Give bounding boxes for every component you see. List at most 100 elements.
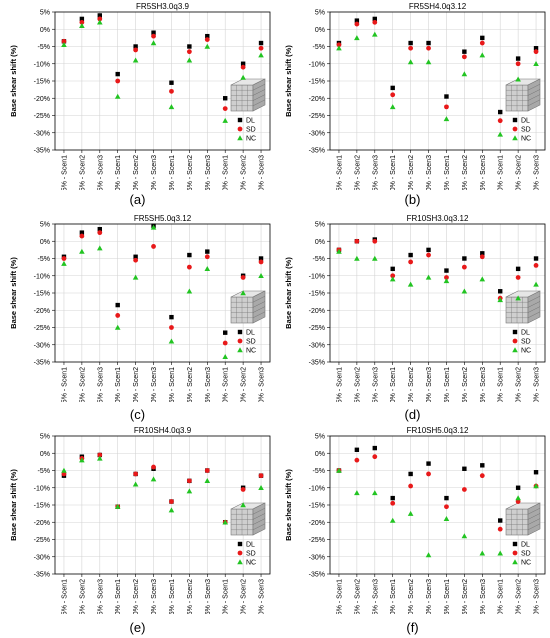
x-tick-label: 5% - Scen1: [61, 155, 68, 190]
y-tick-label: -30%: [309, 342, 325, 349]
legend-label-dl: DL: [521, 118, 530, 125]
data-point-sd: [79, 19, 85, 25]
x-tick-label: 5% - Scen3: [97, 155, 104, 190]
data-point-sd: [533, 49, 539, 55]
legend-marker-dl: [512, 117, 518, 123]
data-point-nc: [336, 248, 342, 254]
chart-svg: 5% 0% -5% -10% -15% -20% -25% -30% -35% 5% - Scen…: [9, 2, 271, 190]
y-tick-label: 0%: [315, 239, 325, 246]
x-tick-label: 20% - Scen2: [241, 155, 248, 190]
data-point-nc: [407, 59, 414, 65]
x-tick-label: 10% - Scen1: [115, 367, 122, 402]
x-tick-label: 20% - Scen3: [534, 367, 541, 402]
data-point-sd: [169, 499, 174, 504]
chart-panel-e: 5% 0% -5% -10% -15% -20% -25% -30% -35% 5% - Scen…: [0, 424, 275, 636]
data-point-sd: [461, 487, 467, 492]
legend-marker-sd: [237, 126, 243, 132]
data-point-nc: [168, 507, 175, 513]
legend-marker-nc: [237, 135, 243, 141]
y-tick-label: -30%: [309, 554, 325, 561]
data-point-nc: [443, 116, 450, 122]
data-point-sd: [461, 54, 467, 60]
building-icon: [505, 502, 541, 536]
legend-label-nc: NC: [246, 136, 256, 143]
x-tick-label: 20% - Scen3: [259, 155, 266, 190]
data-point-nc: [354, 35, 360, 41]
legend-marker-dl: [512, 541, 518, 547]
legend-marker-dl: [237, 541, 243, 547]
x-tick-label: 15% - Scen1: [444, 367, 451, 402]
x-tick-label: 5% - Scen1: [336, 579, 343, 614]
data-point-nc: [407, 510, 414, 516]
data-point-nc: [461, 288, 468, 294]
data-point-sd: [408, 259, 414, 265]
axes-frame: [54, 223, 271, 363]
y-tick-label: 0%: [40, 451, 50, 458]
y-tick-label: -15%: [309, 79, 325, 86]
data-point-sd: [204, 37, 210, 42]
y-tick-label: -10%: [309, 273, 325, 280]
y-tick-label: -10%: [34, 273, 50, 280]
x-tick-label: 20% - Scen2: [241, 367, 248, 402]
data-point-nc: [132, 481, 139, 487]
y-tick-label: 5%: [40, 434, 50, 441]
data-point-sd: [151, 464, 156, 470]
data-point-dl: [444, 94, 449, 99]
data-point-sd: [97, 16, 103, 22]
y-tick-label: -20%: [34, 520, 50, 527]
legend-label-sd: SD: [246, 127, 256, 134]
legend-label-sd: SD: [246, 551, 256, 558]
x-tick-label: 15% - Scen2: [462, 155, 469, 190]
data-point-nc: [240, 502, 246, 508]
legend-label-nc: NC: [521, 560, 531, 567]
data-point-sd: [372, 454, 378, 460]
data-point-nc: [240, 74, 246, 80]
data-point-nc: [389, 517, 396, 523]
legend-label-sd: SD: [521, 551, 531, 558]
data-point-nc: [389, 276, 396, 282]
y-tick-label: -35%: [309, 360, 325, 367]
axes-frame: [54, 435, 271, 575]
legend-marker-nc: [512, 347, 518, 353]
data-point-sd: [372, 19, 378, 25]
data-point-nc: [497, 550, 504, 556]
panel-label-c: (c): [129, 407, 146, 422]
data-point-nc: [96, 19, 103, 25]
x-tick-label: 20% - Scen2: [516, 155, 523, 190]
data-point-nc: [533, 60, 539, 66]
x-tick-label: 10% - Scen1: [390, 579, 397, 614]
legend-label-sd: SD: [521, 127, 531, 134]
data-point-dl: [462, 466, 467, 471]
building-icon: [230, 78, 266, 112]
data-point-sd: [258, 259, 264, 265]
chart-svg: 5% 0% -5% -10% -15% -20% -25% -30% -35% 5% - Scen…: [284, 426, 546, 614]
data-point-nc: [96, 455, 103, 461]
data-point-sd: [479, 473, 485, 479]
data-point-sd: [133, 47, 139, 53]
legend-marker-sd: [237, 550, 243, 556]
panel-label-f: (f): [406, 620, 419, 635]
y-tick-label: -30%: [34, 554, 50, 561]
chart-panel-c: 5% 0% -5% -10% -15% -20% -25% -30% -35% 5% - Scen…: [0, 212, 275, 424]
data-point-dl: [79, 16, 85, 22]
chart-title: FR10SH5.0q3.12: [407, 426, 469, 435]
data-point-sd: [390, 273, 396, 279]
data-point-nc: [497, 131, 504, 137]
data-point-nc: [61, 260, 67, 266]
x-tick-label: 15% - Scen3: [480, 155, 487, 190]
y-tick-label: -10%: [34, 61, 50, 68]
x-tick-label: 5% - Scen2: [79, 579, 86, 614]
y-tick-label: -5%: [38, 256, 50, 263]
data-point-sd: [61, 38, 67, 44]
legend-label-dl: DL: [246, 542, 255, 549]
chart-svg: 5% 0% -5% -10% -15% -20% -25% -30% -35% 5% - Scen…: [9, 214, 271, 402]
x-tick-label: 15% - Scen2: [187, 155, 194, 190]
data-point-sd: [79, 233, 85, 239]
y-tick-label: -30%: [34, 342, 50, 349]
y-tick-label: -25%: [309, 113, 325, 120]
data-point-nc: [79, 248, 85, 254]
data-point-sd: [408, 483, 414, 489]
data-point-dl: [372, 16, 377, 22]
data-point-nc: [371, 490, 378, 496]
legend-marker-dl: [237, 117, 243, 123]
